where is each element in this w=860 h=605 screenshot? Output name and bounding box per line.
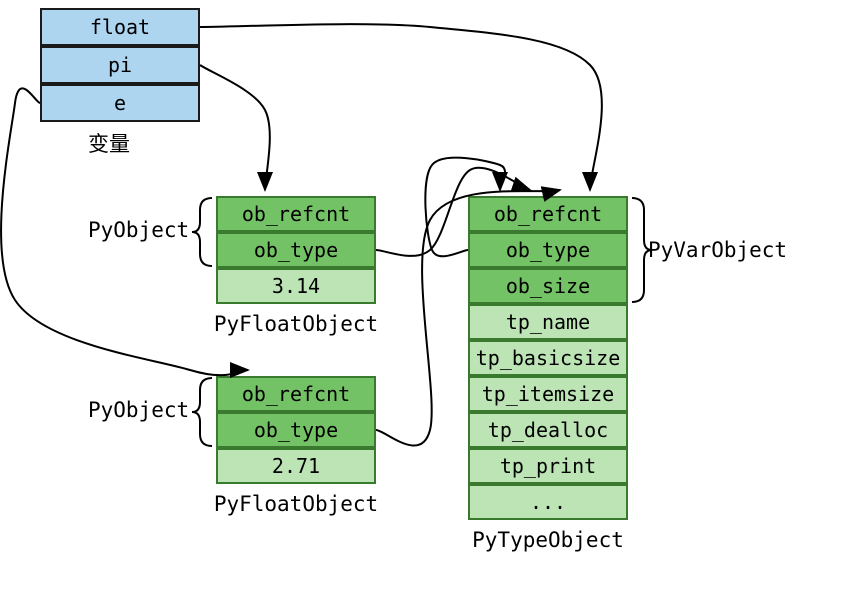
pytype-row-7: tp_print — [468, 448, 628, 484]
pytype-row-8: ... — [468, 484, 628, 520]
pyfloat1-caption: PyFloatObject — [186, 312, 406, 336]
pyfloat1-brace-label: PyObject — [88, 218, 189, 242]
pytype-row-4: tp_basicsize — [468, 340, 628, 376]
pytype-row-6: tp_dealloc — [468, 412, 628, 448]
pytype-row-5: tp_itemsize — [468, 376, 628, 412]
pytype-row-2: ob_size — [468, 268, 628, 304]
pytype-caption: PyTypeObject — [438, 528, 658, 552]
pyfloat1-row-1: ob_type — [216, 232, 376, 268]
pyfloat2-row-2: 2.71 — [216, 448, 376, 484]
brace-pyfloat1 — [192, 198, 212, 266]
pyfloat2-row-1: ob_type — [216, 412, 376, 448]
pyfloat1-row-0: ob_refcnt — [216, 196, 376, 232]
arrow-float-to-type — [200, 24, 602, 190]
pyfloat2-row-0: ob_refcnt — [216, 376, 376, 412]
pyfloat2-brace-label: PyObject — [88, 398, 189, 422]
variable-row-float: float — [40, 8, 200, 46]
variable-row-e: e — [40, 84, 200, 122]
brace-pyfloat2 — [192, 378, 212, 446]
pytype-brace-label: PyVarObject — [648, 238, 787, 262]
variables-caption: 变量 — [88, 128, 130, 158]
variable-row-pi: pi — [40, 46, 200, 84]
pytype-row-1: ob_type — [468, 232, 628, 268]
pyfloat2-caption: PyFloatObject — [186, 492, 406, 516]
arrow-pi-to-float1 — [200, 65, 270, 190]
pytype-row-0: ob_refcnt — [468, 196, 628, 232]
pytype-row-3: tp_name — [468, 304, 628, 340]
pyfloat1-row-2: 3.14 — [216, 268, 376, 304]
